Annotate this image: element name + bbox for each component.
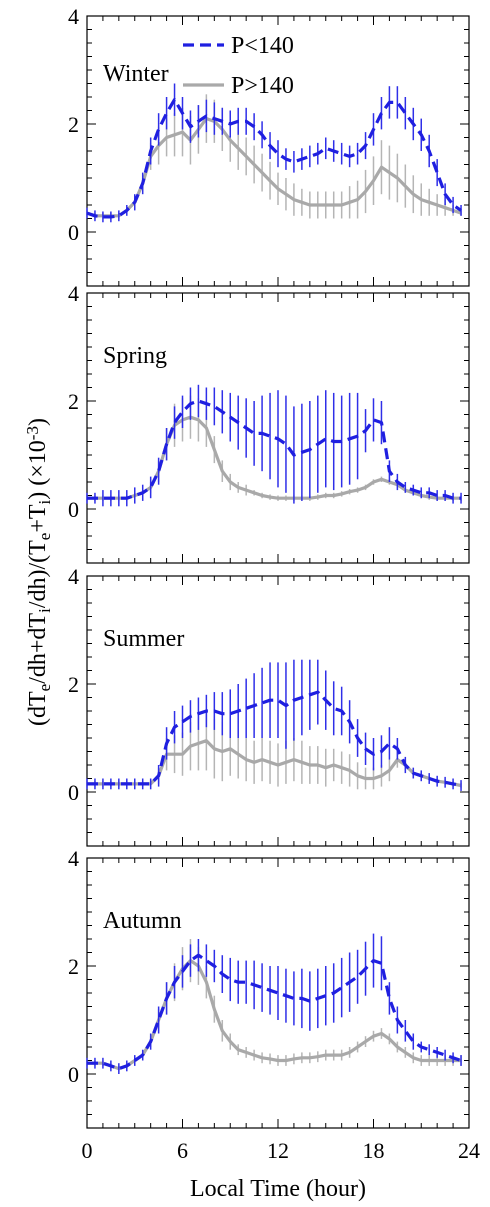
y-tick-label: 4 bbox=[68, 281, 79, 306]
panel-spring: 0 2 4 Spring bbox=[68, 281, 470, 564]
series-line bbox=[86, 117, 462, 218]
series-p-lt-140 bbox=[86, 384, 462, 507]
y-tick-label: 0 bbox=[68, 780, 79, 805]
y-tick-label: 2 bbox=[68, 112, 79, 137]
y-title-part: e bbox=[35, 684, 54, 692]
series-line bbox=[87, 953, 462, 1071]
y-title-part: i bbox=[35, 499, 54, 504]
x-tick-label: 0 bbox=[82, 1138, 93, 1163]
series-line bbox=[87, 399, 461, 500]
x-tick-label: 18 bbox=[363, 1138, 385, 1163]
series-p-lt-140 bbox=[86, 933, 462, 1074]
y-tick-label: 0 bbox=[68, 497, 79, 522]
season-label: Spring bbox=[103, 343, 167, 369]
panel-winter: 0 2 4 Winter bbox=[68, 4, 470, 287]
series-p-lt-140 bbox=[86, 659, 462, 791]
y-title-part: +T bbox=[25, 504, 51, 533]
legend-label: P<140 bbox=[231, 33, 294, 59]
x-tick-label: 6 bbox=[177, 1138, 188, 1163]
legend: P<140 P>140 bbox=[183, 33, 294, 99]
y-tick-label: 4 bbox=[68, 564, 79, 589]
y-title-part: (dT bbox=[25, 691, 51, 726]
series-p-lt-140 bbox=[86, 83, 462, 223]
series-line bbox=[87, 739, 462, 788]
y-title-part: /dh)/(T bbox=[25, 540, 51, 608]
y-title-part: ) bbox=[25, 418, 51, 426]
legend-entry: P<140 bbox=[183, 33, 294, 59]
season-label: Summer bbox=[103, 626, 184, 652]
legend-label: P>140 bbox=[231, 73, 294, 99]
y-title-part: /dh+dT bbox=[25, 613, 51, 684]
y-title-part: ) (×10 bbox=[25, 440, 51, 500]
y-tick-label: 4 bbox=[68, 846, 79, 871]
y-tick-label: 4 bbox=[68, 4, 79, 29]
y-tick-label: 0 bbox=[68, 220, 79, 245]
panel-summer: 0 2 4 Summer bbox=[68, 564, 470, 847]
x-axis-title: Local Time (hour) bbox=[190, 1176, 366, 1202]
y-title-part: e bbox=[35, 533, 54, 541]
x-tick-label: 12 bbox=[267, 1138, 289, 1163]
y-title-part: i bbox=[35, 608, 54, 613]
panel-autumn: 0 2 4 Autumn bbox=[68, 846, 470, 1129]
series-line bbox=[87, 690, 462, 788]
series-p-gt-140 bbox=[86, 711, 462, 790]
legend-entry: P>140 bbox=[183, 73, 294, 99]
series-line bbox=[87, 415, 461, 500]
y-tick-label: 2 bbox=[68, 672, 79, 697]
y-title-part: -3 bbox=[23, 426, 42, 440]
series-line bbox=[86, 98, 462, 219]
season-label: Winter bbox=[103, 61, 169, 87]
y-tick-label: 0 bbox=[68, 1062, 79, 1087]
y-tick-label: 2 bbox=[68, 954, 79, 979]
y-axis-title: (dTe/dh+dTi/dh)/(Te+Ti) (×10-3) bbox=[23, 418, 54, 726]
x-tick-label: 24 bbox=[458, 1138, 480, 1163]
y-tick-label: 2 bbox=[68, 389, 79, 414]
season-label: Autumn bbox=[103, 908, 182, 934]
